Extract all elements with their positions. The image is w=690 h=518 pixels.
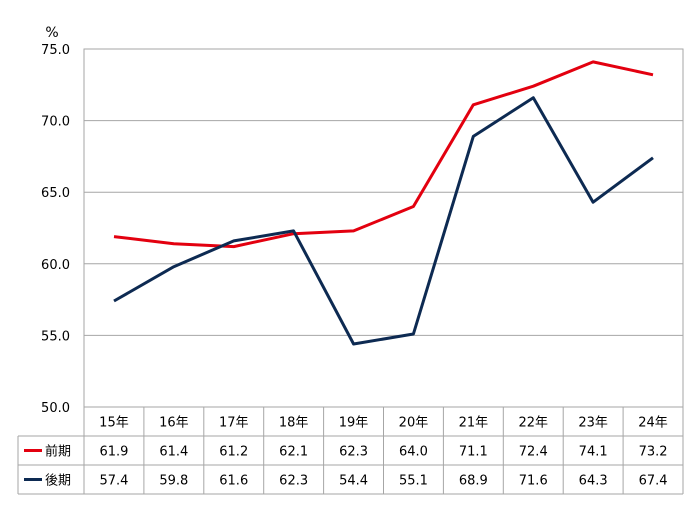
x-tick-label: 23年 bbox=[578, 416, 608, 431]
y-tick-label: 50.0 bbox=[41, 401, 70, 416]
series-line-2 bbox=[113, 96, 654, 346]
data-label: 55.1 bbox=[399, 474, 428, 489]
plot-frame bbox=[83, 48, 684, 408]
data-label: 67.4 bbox=[639, 474, 668, 489]
data-label: 68.9 bbox=[459, 474, 488, 489]
x-tick-label: 15年 bbox=[99, 416, 129, 431]
x-tick-label: 20年 bbox=[399, 416, 429, 431]
data-label: 61.9 bbox=[99, 445, 128, 460]
y-tick-label: 75.0 bbox=[41, 43, 70, 58]
data-label: 62.3 bbox=[339, 445, 368, 460]
data-label: 73.2 bbox=[639, 445, 668, 460]
x-tick-label: 22年 bbox=[518, 416, 548, 431]
x-tick-label: 19年 bbox=[339, 416, 369, 431]
y-tick-label: 60.0 bbox=[41, 258, 70, 273]
x-tick-label: 17年 bbox=[219, 416, 249, 431]
data-label: 62.1 bbox=[279, 445, 308, 460]
x-tick-label: 21年 bbox=[459, 416, 489, 431]
series-lines bbox=[113, 60, 654, 346]
data-label: 71.6 bbox=[519, 474, 548, 489]
data-label: 59.8 bbox=[159, 474, 188, 489]
data-label: 64.3 bbox=[579, 474, 608, 489]
grid bbox=[83, 48, 684, 408]
x-tick-label: 18年 bbox=[279, 416, 309, 431]
y-tick-label: 55.0 bbox=[41, 329, 70, 344]
data-label: 54.4 bbox=[339, 474, 368, 489]
x-tick-label: 16年 bbox=[159, 416, 189, 431]
legend-label-1: 前期 bbox=[45, 444, 71, 460]
data-label: 62.3 bbox=[279, 474, 308, 489]
data-label: 72.4 bbox=[519, 445, 548, 460]
data-label: 74.1 bbox=[579, 445, 608, 460]
data-label: 61.6 bbox=[219, 474, 248, 489]
series-line-1 bbox=[113, 60, 654, 249]
y-tick-label: 70.0 bbox=[41, 115, 70, 130]
data-label: 57.4 bbox=[99, 474, 128, 489]
legend-label-2: 後期 bbox=[45, 474, 71, 489]
data-label: 71.1 bbox=[459, 445, 488, 460]
data-label: 61.2 bbox=[219, 445, 248, 460]
y-tick-label: 65.0 bbox=[41, 186, 70, 201]
y-unit-label: % bbox=[45, 25, 58, 41]
data-label: 64.0 bbox=[399, 445, 428, 460]
y-axis: 50.0 55.0 60.0 65.0 70.0 75.0 bbox=[41, 43, 70, 416]
data-label: 61.4 bbox=[159, 445, 188, 460]
x-tick-label: 24年 bbox=[638, 416, 668, 431]
